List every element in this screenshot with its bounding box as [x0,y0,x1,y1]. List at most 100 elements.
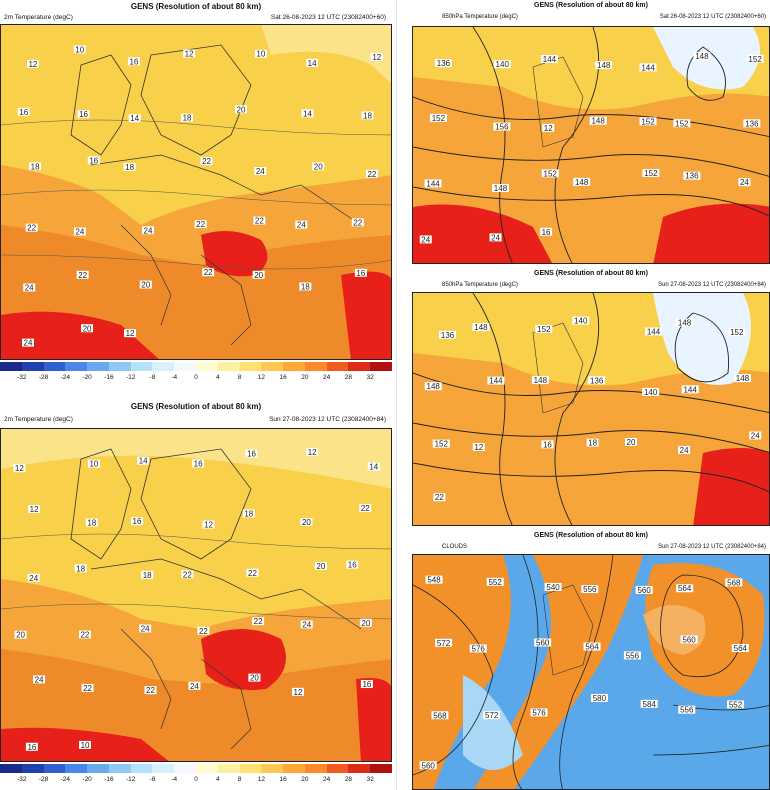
contour-label-bg [123,162,136,171]
contour-label-bg [26,59,39,68]
panel-850hpa-sun: GENS (Resolution of about 80 km) 850hPa … [412,268,770,526]
colorbar-swatch [196,362,218,371]
contour-label-bg [586,438,599,447]
contour-label: 14 [130,114,139,123]
contour-label-bg [725,578,743,587]
contour-label: 152 [730,328,744,337]
contour-label-bg [424,179,442,188]
temperature-map: 12 10 14 16 16 12 14 12 18 16 12 18 20 22 24 18 18 22 22 20… [0,428,392,762]
colorbar-tick-label: 20 [301,374,309,381]
colorbar-swatch [304,764,327,773]
contour-label: 156 [495,123,509,132]
contour-label: 152 [641,117,655,126]
contour-label: 152 [644,169,658,178]
temperature-map: 12 10 16 12 10 14 12 16 16 14 18 20 14 18 18 16 18 22 24 20… [0,24,392,360]
colorbar-swatch [196,764,218,773]
colorbar-tick-label: 4 [215,776,220,783]
colorbar-tick-label: 28 [344,776,353,783]
contour-label-bg [81,324,94,333]
valid-time: Sat 26-08-2023 12 UTC (23082400+60) [659,14,766,20]
contour-label: 564 [585,643,599,652]
valid-time: Sun 27-08-2023 12 UTC (23082400+84) [269,416,386,423]
contour-label-bg [79,740,92,749]
contour-label-bg [301,109,314,118]
contour-label-bg [370,52,383,61]
contour-label-bg [425,575,443,584]
contour-label: 580 [593,694,607,703]
colorbar-tick-label: 32 [366,776,374,783]
contour-label: 22 [202,157,211,166]
contour-label-bg [74,564,87,573]
contour-label-bg [137,456,150,465]
colorbar-tick-label: -20 [82,776,92,783]
contour-label-bg [743,119,761,128]
colorbar-swatch [87,764,110,773]
contour-label-bg [300,620,313,629]
contour-label: 144 [489,377,503,386]
colorbar-tick-label: -28 [38,374,49,381]
colorbar-tick-label: 0 [194,776,198,783]
contour-label-bg [683,171,701,180]
contour-label: 16 [194,460,203,469]
contour-label: 14 [303,109,312,118]
contour-label-bg [197,626,210,635]
field-label: 2m Temperature (degC) [4,416,73,423]
contour-label-bg [141,570,154,579]
contour-label: 14 [139,457,148,466]
contour-label-bg [144,686,157,695]
contour-label: 560 [682,635,696,644]
colorbar-ticks: -32 -28 -24 -20 -16 -12 -8 -4 0 4 8 12 16 20 24 28 32 [0,776,392,785]
contour-label: 16 [356,269,365,278]
contour-label: 24 [297,221,306,230]
contour-label-bg [27,573,40,582]
contour-label-bg [14,630,27,639]
contour-label-bg [639,117,657,126]
colorbar-swatch [43,362,66,371]
contour-label: 18 [588,439,597,448]
contour-label: 152 [748,55,762,64]
contour-label-bg [472,323,490,332]
contour-label-bg [483,711,501,720]
contour-label: 20 [302,518,311,527]
colorbar-swatch [21,764,44,773]
contour-label: 576 [532,708,546,717]
contour-label: 540 [546,583,560,592]
contour-label-bg [13,464,26,473]
contour-label-bg [192,459,205,468]
colorbar-tick-label: -4 [171,374,178,381]
contour-label: 144 [543,55,557,64]
contour-label-bg [433,493,446,502]
colorbar-tick-label: 24 [323,374,331,381]
colorbar-swatch [261,362,284,371]
contour-label-bg [248,673,261,682]
contour-label: 140 [644,388,658,397]
contour-label: 572 [485,711,499,720]
colorbar-swatch [108,764,131,773]
colorbar-tick-label: -20 [82,374,92,381]
contour-label: 24 [491,233,500,242]
contour-label-bg [21,338,34,347]
contour-label-bg [29,162,42,171]
contour-label: 20 [314,162,323,171]
contour-label-bg [728,328,746,337]
contour-label: 152 [432,114,446,123]
contour-label-bg [181,570,194,579]
colorbar-tick-label: 12 [257,374,265,381]
contour-label: 20 [254,271,263,280]
contour-label: 24 [25,284,34,293]
contour-label: 12 [30,505,39,514]
contour-label-bg [572,316,590,325]
contour-label-bg [23,283,36,292]
colorbar-swatch [152,362,175,371]
contour-label-bg [624,437,637,446]
contour-label-bg [299,282,312,291]
colorbar-swatch [65,764,88,773]
contour-label-bg [306,58,319,67]
contour-label-bg [544,582,562,591]
contour-label-bg [141,226,154,235]
colorbar-tick-label: 16 [279,374,287,381]
contour-label-bg [639,63,657,72]
contour-label-bg [367,462,380,471]
contour-label: 148 [597,61,611,70]
field-label: 2m Temperature (degC) [4,14,73,21]
